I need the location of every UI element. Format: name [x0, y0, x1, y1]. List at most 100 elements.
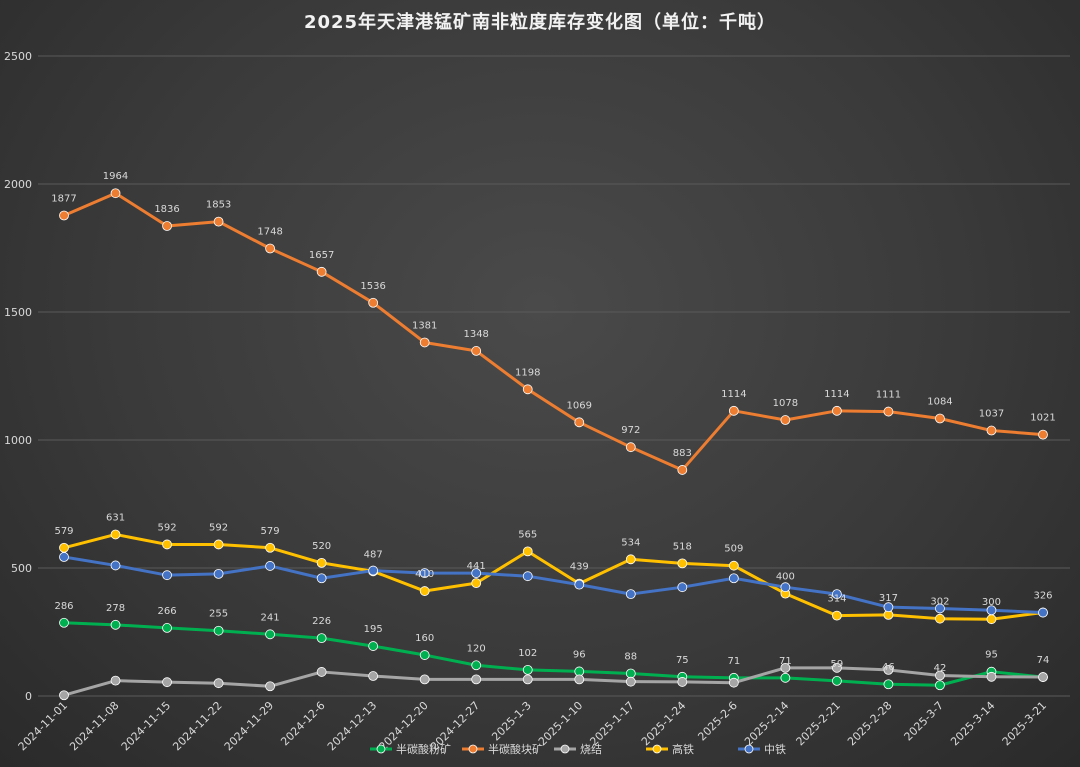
x-tick-label: 2024-11-08: [67, 699, 121, 753]
data-label: 592: [158, 522, 177, 533]
data-point: [419, 586, 430, 596]
data-point: [831, 675, 842, 686]
data-point: [831, 610, 842, 621]
series-line: [63, 621, 1044, 687]
data-label: 1069: [567, 400, 592, 411]
data-point: [883, 679, 894, 690]
data-label: 441: [467, 561, 486, 572]
y-tick-label: 1000: [4, 434, 32, 447]
data-point: [677, 465, 688, 475]
data-point: [728, 560, 739, 571]
data-point: [265, 561, 276, 571]
data-point: [316, 266, 327, 277]
data-point: [265, 542, 276, 553]
data-label: 1853: [206, 200, 231, 211]
legend-marker: [560, 744, 570, 754]
data-point: [162, 623, 172, 633]
data-point: [780, 672, 791, 683]
data-label: 102: [518, 648, 537, 659]
data-point: [110, 560, 121, 571]
data-label: 326: [1033, 591, 1052, 602]
data-label: 96: [573, 649, 586, 660]
data-label: 1084: [927, 396, 952, 407]
data-point: [471, 660, 482, 671]
data-point: [162, 570, 172, 581]
data-label: 1748: [257, 227, 282, 238]
data-label: 579: [261, 526, 280, 537]
legend-marker: [652, 744, 662, 754]
data-label: 266: [158, 606, 177, 617]
x-tick-label: 2024-12-6: [278, 699, 327, 748]
x-tick-label: 2025-1-24: [639, 699, 688, 748]
legend-marker: [468, 744, 478, 754]
data-point: [935, 680, 945, 691]
data-point: [935, 613, 945, 624]
data-point: [471, 578, 482, 589]
data-label: 255: [209, 609, 228, 620]
data-point: [419, 650, 430, 660]
data-point: [110, 188, 121, 199]
data-point: [59, 690, 69, 701]
data-point: [522, 664, 533, 675]
data-label: 1836: [154, 204, 179, 215]
data-point: [728, 405, 739, 416]
legend-entry: 高铁: [672, 742, 694, 756]
data-label: 520: [312, 541, 331, 552]
data-point: [986, 605, 997, 616]
data-label: 509: [724, 544, 743, 555]
data-label: 410: [415, 569, 434, 580]
data-point: [574, 579, 585, 590]
data-point: [316, 667, 327, 677]
data-point: [316, 633, 327, 644]
data-point: [574, 417, 585, 428]
data-label: 1078: [773, 398, 798, 409]
series-line: [63, 666, 1044, 697]
data-point: [780, 415, 791, 425]
data-point: [110, 619, 121, 630]
x-tick-label: 2025-2-14: [742, 699, 791, 748]
y-tick-label: 1500: [4, 306, 32, 319]
data-point: [316, 573, 327, 584]
data-label: 1114: [824, 389, 849, 400]
data-point: [162, 221, 172, 231]
data-point: [213, 678, 224, 689]
data-point: [419, 568, 430, 579]
data-point: [625, 554, 636, 565]
x-tick-label: 2024-11-01: [16, 699, 70, 753]
data-point: [522, 384, 533, 395]
data-point: [522, 674, 533, 685]
data-point: [265, 629, 276, 640]
data-label: 1657: [309, 250, 334, 261]
data-label: 439: [570, 562, 589, 573]
data-point: [831, 589, 842, 600]
data-label: 88: [624, 651, 637, 662]
y-tick-label: 2000: [4, 178, 32, 191]
data-point: [59, 210, 69, 221]
data-point: [59, 617, 69, 628]
data-point: [213, 539, 224, 550]
x-tick-label: 2025-2-6: [695, 699, 740, 744]
data-label: 59: [831, 659, 844, 670]
x-tick-label: 2025-3-7: [902, 699, 947, 744]
y-tick-label: 2500: [4, 50, 32, 63]
data-point: [986, 614, 997, 625]
x-tick-label: 2024-11-15: [119, 699, 173, 753]
data-label: 1877: [51, 193, 76, 204]
data-point: [265, 243, 276, 254]
data-point: [986, 425, 997, 436]
data-point: [831, 662, 842, 673]
data-label: 42: [934, 663, 947, 674]
data-label: 972: [621, 425, 640, 436]
data-label: 95: [985, 650, 998, 661]
data-point: [110, 675, 121, 686]
data-label: 300: [982, 597, 1001, 608]
series-line: [63, 555, 1044, 615]
data-point: [677, 558, 688, 569]
data-point: [522, 546, 533, 557]
data-label: 71: [779, 656, 792, 667]
data-label: 120: [467, 643, 486, 654]
data-label: 278: [106, 603, 125, 614]
data-label: 226: [312, 616, 331, 627]
